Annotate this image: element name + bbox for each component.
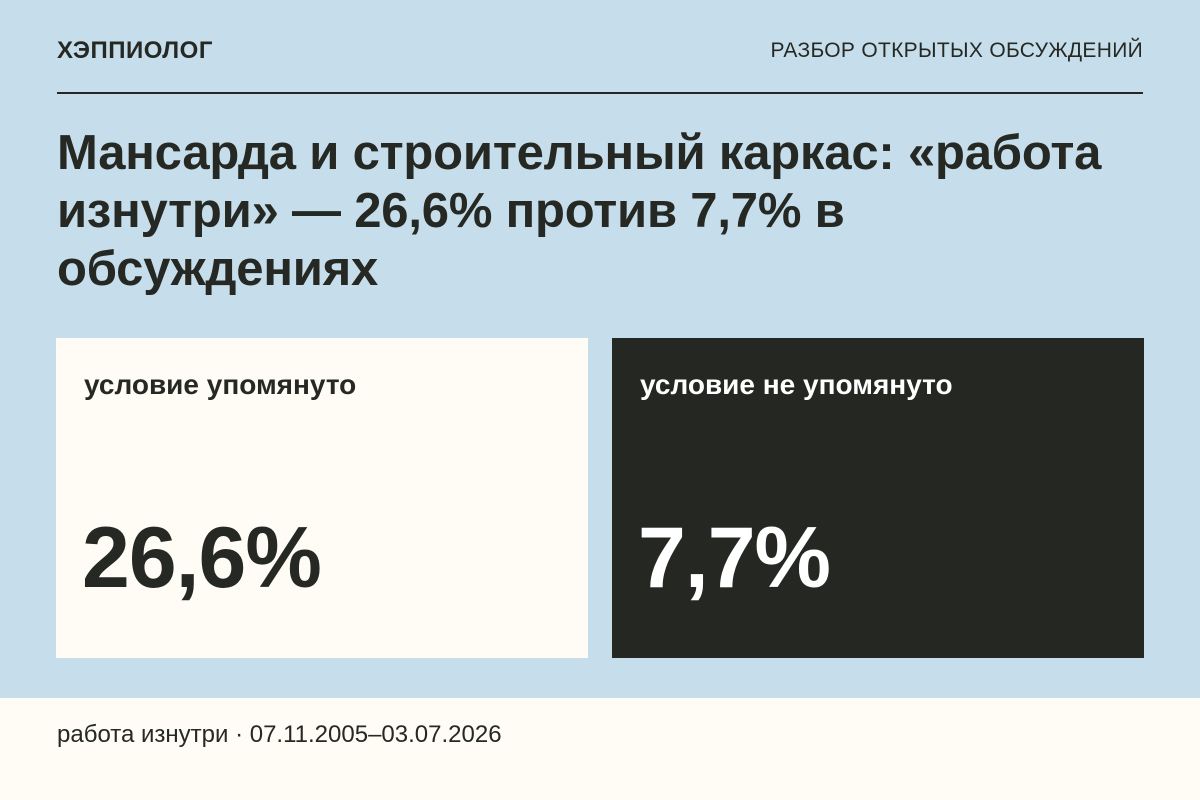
stat-card-value: 7,7% xyxy=(638,510,831,606)
stat-card-mentioned: условие упомянуто 26,6% xyxy=(56,338,588,658)
header: ХЭППИОЛОГ РАЗБОР ОТКРЫТЫХ ОБСУЖДЕНИЙ xyxy=(57,36,1143,94)
footer-text: работа изнутри · 07.11.2005–03.07.2026 xyxy=(57,721,502,748)
stat-card-label: условие не упомянуто xyxy=(640,369,953,400)
stat-card-label: условие упомянуто xyxy=(84,369,357,400)
section-label: РАЗБОР ОТКРЫТЫХ ОБСУЖДЕНИЙ xyxy=(770,39,1143,62)
stat-card-value: 26,6% xyxy=(82,510,322,606)
stat-card-not-mentioned: условие не упомянуто 7,7% xyxy=(612,338,1144,658)
headline: Мансарда и строительный каркас: «работа … xyxy=(57,126,1102,296)
brand-name: ХЭППИОЛОГ xyxy=(57,37,213,64)
footer: работа изнутри · 07.11.2005–03.07.2026 xyxy=(0,698,1200,800)
